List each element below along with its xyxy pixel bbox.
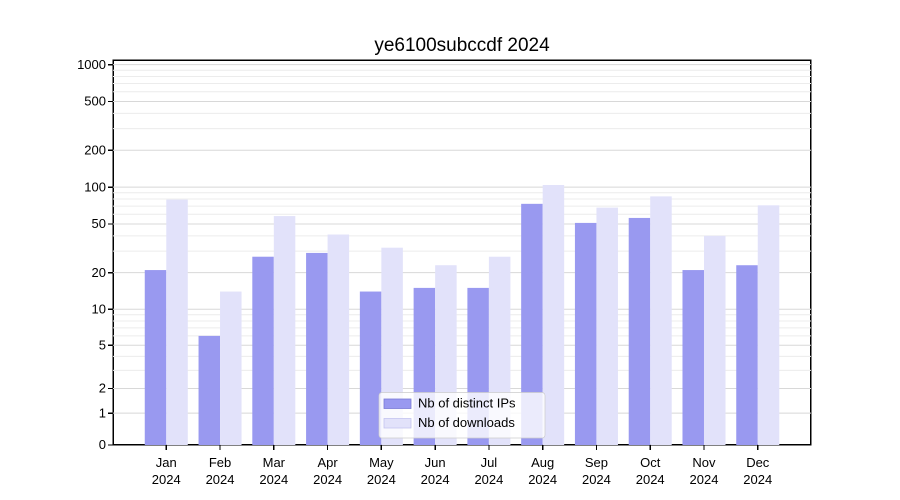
svg-text:500: 500 — [84, 94, 106, 109]
svg-text:Jun: Jun — [425, 455, 446, 470]
svg-text:Oct: Oct — [640, 455, 661, 470]
svg-text:ye6100subccdf 2024: ye6100subccdf 2024 — [374, 35, 550, 56]
svg-text:2024: 2024 — [152, 472, 181, 487]
svg-text:Dec: Dec — [746, 455, 770, 470]
svg-text:50: 50 — [92, 216, 106, 231]
svg-text:200: 200 — [84, 142, 106, 157]
svg-text:0: 0 — [99, 437, 106, 452]
svg-text:2: 2 — [99, 381, 106, 396]
svg-text:Sep: Sep — [585, 455, 608, 470]
svg-text:2024: 2024 — [421, 472, 450, 487]
svg-text:Jan: Jan — [156, 455, 177, 470]
svg-text:2024: 2024 — [367, 472, 396, 487]
svg-text:2024: 2024 — [636, 472, 665, 487]
svg-text:2024: 2024 — [690, 472, 719, 487]
svg-text:2024: 2024 — [528, 472, 557, 487]
svg-text:20: 20 — [92, 265, 106, 280]
svg-text:Aug: Aug — [531, 455, 554, 470]
svg-text:Mar: Mar — [263, 455, 286, 470]
svg-text:2024: 2024 — [313, 472, 342, 487]
svg-text:100: 100 — [84, 179, 106, 194]
svg-text:Apr: Apr — [317, 455, 338, 470]
svg-text:5: 5 — [99, 337, 106, 352]
svg-text:2024: 2024 — [474, 472, 503, 487]
svg-text:Nov: Nov — [692, 455, 716, 470]
svg-text:2024: 2024 — [582, 472, 611, 487]
svg-text:1: 1 — [99, 405, 106, 420]
svg-text:Nb of distinct IPs: Nb of distinct IPs — [418, 396, 516, 411]
svg-text:Nb of downloads: Nb of downloads — [418, 415, 515, 430]
svg-text:1000: 1000 — [77, 57, 106, 72]
svg-text:2024: 2024 — [743, 472, 772, 487]
svg-text:Feb: Feb — [209, 455, 231, 470]
svg-text:10: 10 — [92, 302, 106, 317]
svg-text:2024: 2024 — [206, 472, 235, 487]
svg-text:2024: 2024 — [259, 472, 288, 487]
svg-text:May: May — [369, 455, 394, 470]
svg-text:Jul: Jul — [481, 455, 498, 470]
